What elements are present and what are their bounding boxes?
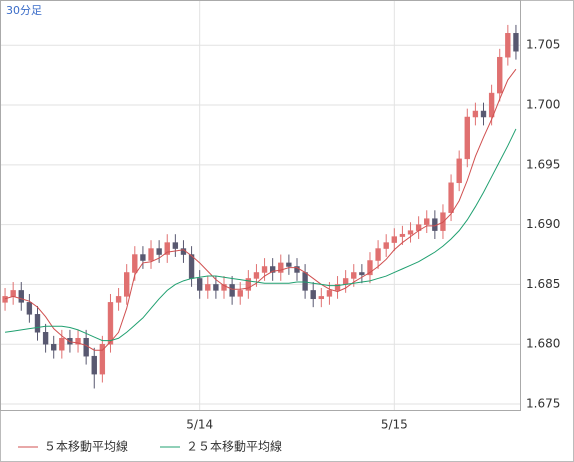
candle-body	[278, 262, 284, 273]
y-tick-label: 1.675	[526, 397, 560, 411]
candle-body	[2, 296, 8, 303]
candle-body	[456, 158, 462, 184]
moving-average-line	[4, 128, 517, 342]
y-tick-label: 1.700	[526, 98, 560, 112]
candle-body	[75, 337, 81, 345]
candle-body	[99, 343, 106, 375]
candle-body	[367, 260, 373, 276]
y-tick-label: 1.685	[526, 277, 560, 291]
candle-body	[205, 284, 211, 291]
candle-body	[391, 236, 397, 243]
candle-body	[34, 314, 41, 333]
candle-body	[302, 272, 308, 291]
candle-body	[448, 182, 454, 213]
candle-body	[10, 290, 16, 297]
candle-body	[375, 248, 381, 261]
candle-body	[51, 343, 57, 351]
candle-body	[261, 266, 268, 273]
candle-body	[351, 272, 357, 279]
candle-body	[91, 355, 97, 375]
candle-body	[253, 272, 260, 279]
candle-body	[172, 242, 179, 249]
candle-body	[229, 284, 235, 297]
candle-body	[497, 56, 503, 94]
candle-body	[318, 296, 325, 300]
x-tick-label: 5/15	[381, 418, 408, 432]
candle-body	[310, 290, 316, 300]
candle-body	[383, 242, 389, 249]
candle-body	[196, 278, 203, 291]
legend-label: ２５本移動平均線	[186, 439, 282, 454]
candle-body	[164, 242, 170, 255]
candle-body	[237, 290, 243, 297]
candle-body	[513, 33, 519, 52]
candle-body	[26, 302, 33, 315]
candle-body	[269, 266, 276, 273]
candle-body	[59, 337, 65, 351]
x-tick-label: 5/14	[186, 418, 213, 432]
candle-body	[488, 92, 495, 118]
moving-average-line	[4, 68, 517, 351]
candle-body	[326, 290, 333, 297]
candle-body	[188, 254, 195, 279]
candle-body	[480, 110, 487, 118]
candle-body	[334, 284, 341, 291]
candle-body	[221, 284, 227, 291]
candle-body	[213, 284, 219, 291]
candle-body	[42, 332, 49, 345]
y-tick-label: 1.690	[526, 217, 560, 231]
candle-body	[156, 248, 162, 255]
y-tick-label: 1.695	[526, 157, 560, 171]
candle-body	[359, 272, 365, 276]
timeframe-label: 30分足	[6, 4, 42, 17]
candle-body	[424, 218, 430, 225]
legend-label: ５本移動平均線	[44, 439, 128, 454]
candle-body	[245, 278, 252, 291]
candle-body	[107, 302, 114, 345]
y-tick-label: 1.705	[526, 38, 560, 52]
plot-area	[0, 0, 521, 411]
candle-body	[472, 110, 479, 118]
candle-body	[132, 254, 138, 273]
candle-body	[140, 254, 146, 261]
candle-body	[464, 116, 470, 160]
candle-body	[83, 337, 89, 357]
candle-body	[399, 233, 406, 237]
candle-body	[407, 230, 414, 235]
candle-body	[286, 262, 292, 267]
candle-body	[115, 296, 122, 303]
candle-body	[18, 290, 24, 303]
candle-body	[342, 278, 349, 285]
candle-body	[148, 248, 154, 261]
y-tick-label: 1.680	[526, 337, 560, 351]
candle-body	[505, 33, 511, 58]
candle-body	[124, 272, 130, 297]
